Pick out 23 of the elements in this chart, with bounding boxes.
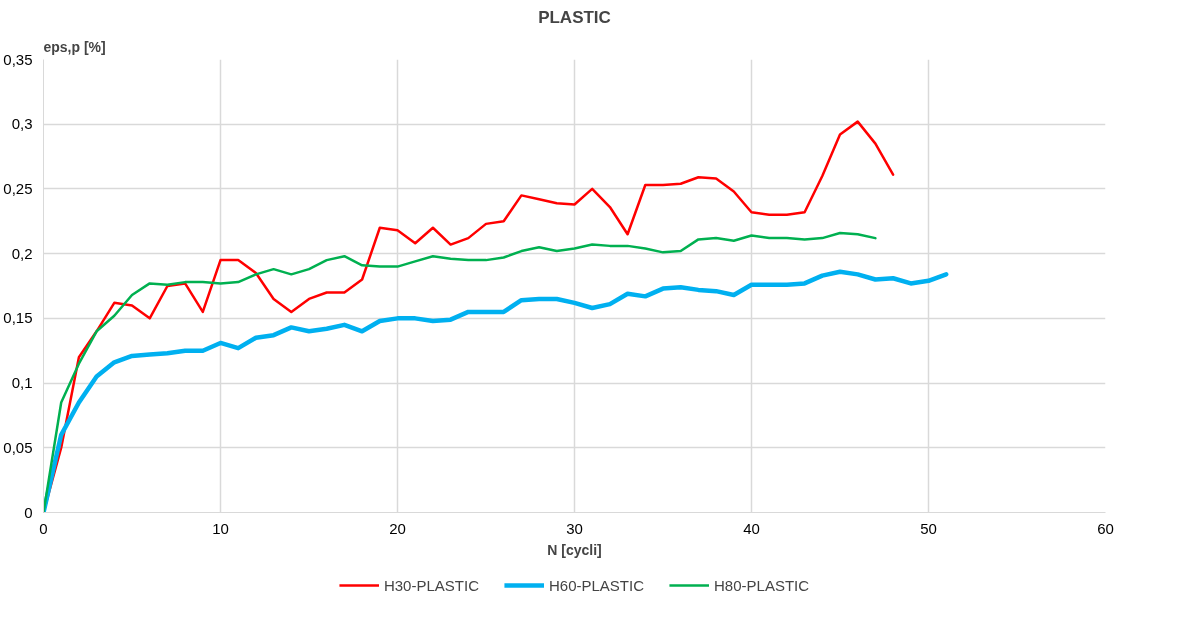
line-series [43, 231, 877, 513]
y-tick-label: 0,25 [3, 179, 33, 197]
x-tick-label: 10 [212, 519, 229, 537]
y-tick-label: 0,15 [3, 309, 33, 327]
y-tick-label: 0,3 [11, 115, 33, 133]
x-tick-label: 40 [743, 519, 760, 537]
chart-title: PLASTIC [538, 7, 611, 27]
y-tick-label: 0 [24, 503, 33, 521]
x-tick-label: 0 [39, 519, 48, 537]
x-tick-label: 20 [389, 519, 406, 537]
y-axis-title: eps,p [%] [43, 38, 106, 55]
legend-label: H80-PLASTIC [714, 576, 810, 594]
y-tick-label: 0,35 [3, 50, 33, 68]
x-tick-label: 60 [1097, 519, 1114, 537]
x-axis-title: N [cycli] [547, 541, 602, 558]
line-series [43, 269, 949, 513]
legend-label: H30-PLASTIC [383, 576, 479, 594]
y-tick-label: 0,05 [3, 438, 33, 456]
x-tick-label: 30 [566, 519, 583, 537]
x-tick-label: 50 [920, 519, 937, 537]
y-tick-label: 0,2 [11, 244, 33, 262]
y-tick-label: 0,1 [11, 374, 33, 392]
legend-label: H60-PLASTIC [548, 576, 645, 594]
